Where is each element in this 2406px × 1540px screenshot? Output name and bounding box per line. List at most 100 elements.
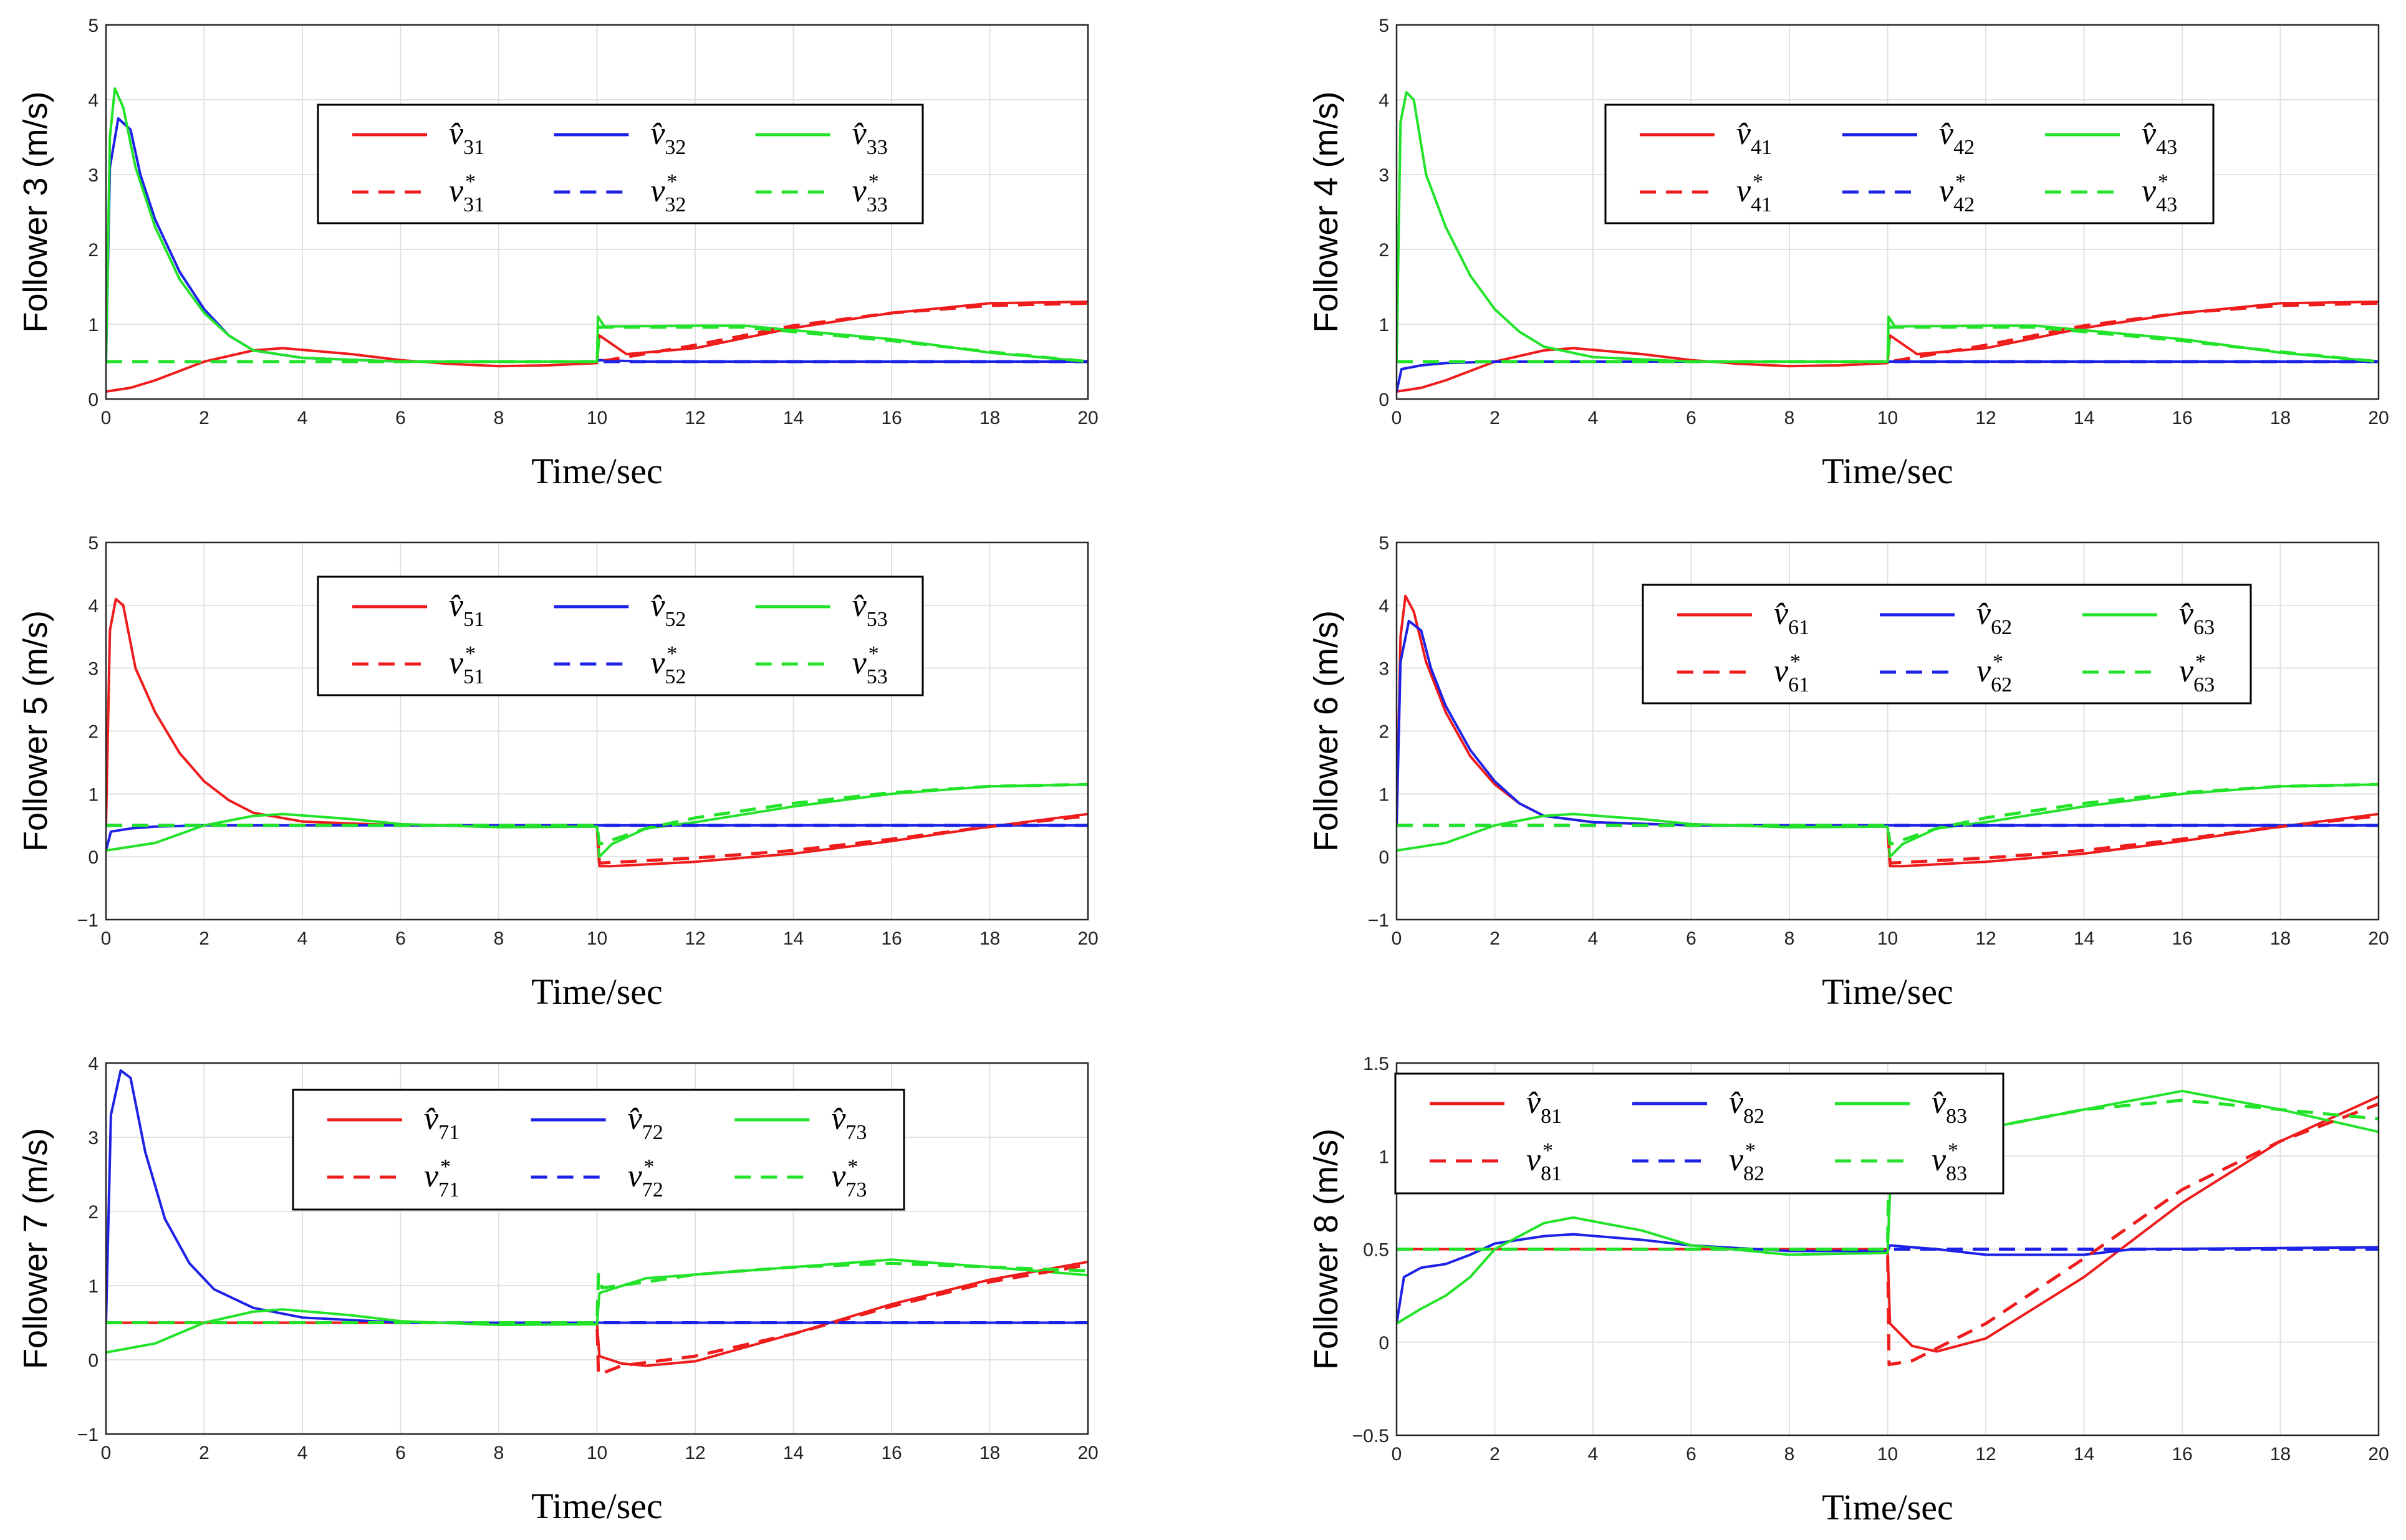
chart-4-xtick-label: 12	[1975, 408, 1996, 428]
chart-6-series-v*61	[1397, 814, 2379, 865]
chart-6-legend-star: *	[2195, 650, 2206, 673]
chart-6-xtick-label: 0	[1392, 928, 1402, 949]
chart-8-xlabel: Time/sec	[1822, 1487, 1953, 1528]
chart-3-xtick-label: 8	[494, 408, 504, 428]
chart-8-ytick-label: 1.5	[1363, 1054, 1389, 1074]
chart-4-legend-star: *	[1955, 170, 1966, 193]
chart-7-series-v*71	[106, 1263, 1088, 1377]
chart-8-legend-star: *	[1948, 1139, 1958, 1162]
chart-7-ytick-label: 2	[88, 1202, 99, 1223]
chart-6-legend-label: v̂63	[2179, 596, 2215, 639]
chart-3-ytick-label: 4	[88, 90, 99, 111]
chart-7-xtick-label: 12	[685, 1443, 705, 1463]
chart-4-ytick-label: 1	[1379, 315, 1389, 335]
chart-7-xtick-label: 0	[101, 1443, 112, 1463]
chart-5-xtick-label: 10	[587, 928, 607, 949]
chart-7-ytick-label: 1	[88, 1276, 99, 1297]
chart-7-legend-star: *	[644, 1155, 655, 1178]
chart-7-axes-box	[105, 1062, 1089, 1435]
chart-5-xtick-label: 6	[395, 928, 406, 949]
chart-4-axes-box	[1395, 24, 2380, 400]
chart-7-legend-label: v̂71	[424, 1101, 460, 1144]
chart-7-legend-label: v71	[424, 1158, 460, 1201]
chart-7-xtick-label: 20	[1077, 1443, 1098, 1463]
chart-3-xtick-label: 18	[979, 408, 1000, 428]
chart-4-xtick-label: 6	[1686, 408, 1696, 428]
chart-5-axes-box	[105, 541, 1089, 921]
chart-8-ytick-label: 1	[1379, 1147, 1389, 1167]
chart-6-xlabel: Time/sec	[1822, 971, 1953, 1012]
chart-5-xtick-label: 2	[199, 928, 209, 949]
chart-4-legend-label: v̂43	[2142, 116, 2177, 159]
chart-4-xtick-label: 8	[1784, 408, 1795, 428]
chart-4-legend-label: v42	[1939, 173, 1975, 216]
chart-7-ytick-label: −1	[77, 1425, 99, 1445]
chart-4: 0 2 4 6 8 10 12 14 16 18 20012345Time/secFollower …	[1307, 16, 2389, 491]
chart-8-legend-label: v̂81	[1526, 1085, 1562, 1128]
chart-8-xtick-label: 6	[1686, 1444, 1696, 1465]
chart-7-xtick-label: 16	[881, 1443, 902, 1463]
chart-7-xtick-label: 10	[587, 1443, 607, 1463]
chart-4-xtick-label: 14	[2074, 408, 2094, 428]
chart-7-legend-star: *	[847, 1155, 858, 1178]
chart-8: 0 2 4 6 8 10 12 14 16 18 20−0.500.511.5Time/secFol…	[1307, 1054, 2389, 1528]
chart-8-legend-label: v81	[1526, 1142, 1562, 1185]
chart-8-xtick-label: 12	[1975, 1444, 1996, 1465]
chart-6: 0 2 4 6 8 10 12 14 16 18 20−1012345Time/secFollowe…	[1307, 533, 2389, 1012]
chart-7-legend-label: v73	[831, 1158, 867, 1201]
chart-3-series-v̂31	[106, 301, 1088, 393]
chart-3-legend-label: v̂32	[650, 116, 686, 159]
chart-3-legend-box	[317, 103, 924, 224]
chart-4-legend-label: v43	[2142, 173, 2177, 216]
chart-8-legend-label: v̂83	[1932, 1085, 1967, 1128]
chart-5-legend-label: v53	[852, 645, 888, 688]
chart-8-legend-label: v82	[1729, 1142, 1764, 1185]
chart-7-legend-label: v̂72	[628, 1101, 663, 1144]
chart-4-ytick-label: 2	[1379, 240, 1389, 261]
chart-8-xtick-label: 14	[2074, 1444, 2094, 1465]
chart-6-ytick-label: −1	[1368, 910, 1389, 931]
chart-7-xtick-label: 14	[783, 1443, 804, 1463]
chart-5-legend-label: v̂52	[650, 588, 686, 631]
chart-4-ytick-label: 3	[1379, 165, 1389, 186]
chart-6-ytick-label: 4	[1379, 596, 1389, 617]
chart-8-xtick-label: 8	[1784, 1444, 1795, 1465]
chart-7-xtick-label: 2	[199, 1443, 209, 1463]
chart-3-legend-label: v33	[852, 173, 888, 216]
chart-6-series-v̂62	[1397, 620, 2379, 827]
chart-8-ytick-label: 0.5	[1363, 1240, 1389, 1261]
chart-4-series-v*43	[1397, 325, 2379, 363]
chart-4-ytick-label: 4	[1379, 90, 1389, 111]
chart-3-ytick-label: 5	[88, 16, 99, 36]
chart-8-ylabel: Follower 8 (m/s)	[1307, 1129, 1345, 1370]
chart-5-ytick-label: 5	[88, 533, 99, 554]
chart-7-series-v̂73	[106, 1258, 1088, 1354]
chart-6-axes-box	[1395, 541, 2380, 921]
chart-6-xtick-label: 14	[2074, 928, 2094, 949]
chart-5-xtick-label: 14	[783, 928, 804, 949]
chart-3-legend-label: v32	[650, 173, 686, 216]
chart-5: 0 2 4 6 8 10 12 14 16 18 20−1012345Time/secFollowe…	[17, 533, 1099, 1012]
chart-4-series-v*41	[1397, 301, 2379, 363]
chart-7-legend-label: v72	[628, 1158, 663, 1201]
chart-3-legend-star: *	[666, 170, 677, 193]
chart-5-legend-star: *	[869, 642, 879, 665]
chart-6-xtick-label: 10	[1877, 928, 1898, 949]
chart-3-xlabel: Time/sec	[531, 451, 663, 491]
chart-3-xtick-label: 16	[881, 408, 902, 428]
chart-3-legend-star: *	[869, 170, 879, 193]
chart-5-ytick-label: 2	[88, 722, 99, 743]
chart-3: 0 2 4 6 8 10 12 14 16 18 20012345Time/secFollower …	[17, 16, 1099, 491]
chart-8-xtick-label: 2	[1489, 1444, 1500, 1465]
chart-4-xtick-label: 2	[1489, 408, 1500, 428]
chart-8-xtick-label: 4	[1588, 1444, 1599, 1465]
chart-5-xtick-label: 8	[494, 928, 504, 949]
chart-6-xtick-label: 18	[2270, 928, 2291, 949]
chart-7: 0 2 4 6 8 10 12 14 16 18 20−101234Time/secFollower…	[17, 1054, 1099, 1526]
chart-6-xtick-label: 12	[1975, 928, 1996, 949]
chart-3-ytick-label: 1	[88, 315, 99, 335]
chart-8-legend-label: v̂82	[1729, 1085, 1764, 1128]
